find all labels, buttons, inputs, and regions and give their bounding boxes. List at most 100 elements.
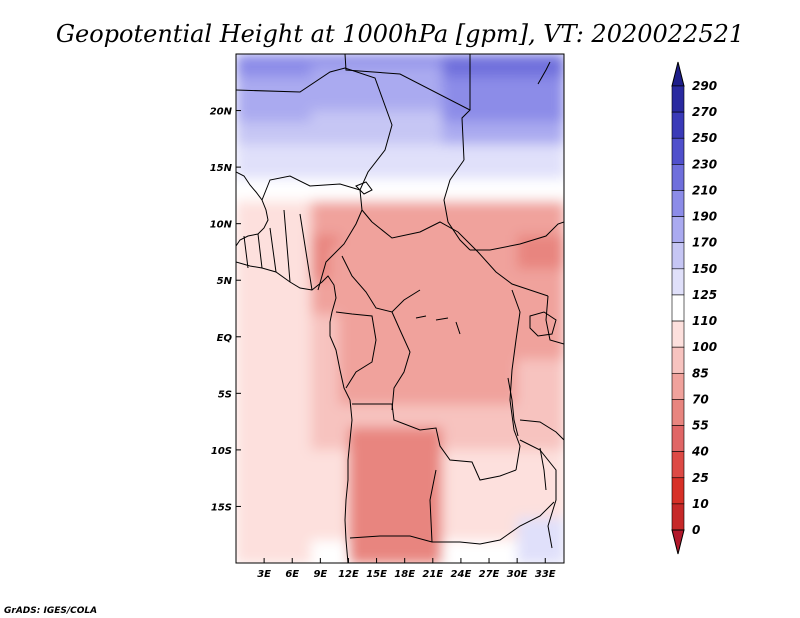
field-cell xyxy=(254,314,266,327)
field-cell xyxy=(460,438,472,451)
field-cell xyxy=(460,314,472,327)
field-cell xyxy=(432,54,444,67)
field-cell xyxy=(282,404,294,417)
field-cell xyxy=(460,87,472,101)
field-cell xyxy=(489,246,500,259)
field-cell xyxy=(357,268,369,282)
field-cell xyxy=(535,461,547,474)
field-cell xyxy=(301,246,312,259)
field-cell xyxy=(414,415,425,429)
field-cell xyxy=(348,65,359,78)
field-cell xyxy=(329,257,341,270)
field-cell xyxy=(470,551,481,563)
field-cell xyxy=(385,404,397,417)
field-cell xyxy=(339,314,350,327)
field-cell xyxy=(432,178,444,191)
field-cell xyxy=(385,359,397,372)
field-cell xyxy=(470,336,481,350)
field-cell xyxy=(273,483,284,497)
field-cell xyxy=(526,404,537,417)
field-cell xyxy=(367,201,378,214)
field-cell xyxy=(376,336,387,350)
field-cell xyxy=(273,314,284,327)
field-cell xyxy=(535,529,547,542)
field-cell xyxy=(460,76,472,89)
field-cell xyxy=(385,133,397,146)
field-cell xyxy=(489,99,500,112)
field-cell xyxy=(367,302,378,316)
field-cell xyxy=(264,404,275,417)
field-cell xyxy=(301,449,312,463)
field-cell xyxy=(320,404,331,417)
field-cell xyxy=(451,178,462,191)
field-cell xyxy=(451,110,462,123)
field-cell xyxy=(385,223,397,236)
field-cell xyxy=(470,201,481,214)
field-cell xyxy=(545,65,556,78)
field-cell xyxy=(282,325,294,338)
colorbar-label: 55 xyxy=(692,419,709,433)
field-cell xyxy=(442,483,453,497)
field-cell xyxy=(301,404,312,417)
field-cell xyxy=(404,178,416,191)
field-cell xyxy=(470,280,481,293)
field-cell xyxy=(489,404,500,417)
field-cell xyxy=(395,404,406,417)
field-cell xyxy=(301,99,312,112)
border-drc-north xyxy=(391,311,411,411)
field-cell xyxy=(460,551,472,563)
field-cell xyxy=(404,359,416,372)
field-cell xyxy=(320,415,331,429)
field-cell xyxy=(432,212,444,225)
field-cell xyxy=(273,99,284,112)
field-cell xyxy=(442,495,453,508)
field-cell xyxy=(414,472,425,485)
field-cell xyxy=(489,54,500,67)
field-cell xyxy=(301,302,312,316)
field-cell xyxy=(301,359,312,372)
field-cell xyxy=(264,133,275,146)
field-cell xyxy=(385,415,397,429)
field-cell xyxy=(451,268,462,282)
field-cell xyxy=(460,99,472,112)
field-cell xyxy=(236,144,247,157)
field-cell xyxy=(245,110,256,123)
field-cell xyxy=(348,472,359,485)
field-cell xyxy=(479,144,491,157)
field-cell xyxy=(526,472,537,485)
field-cell xyxy=(376,393,387,406)
field-cell xyxy=(423,54,434,67)
field-cell xyxy=(535,54,547,67)
colorbar-label: 10 xyxy=(692,497,709,511)
field-cell xyxy=(395,382,406,395)
field-cell xyxy=(404,370,416,384)
field-cell xyxy=(254,551,266,563)
field-cell xyxy=(292,121,303,135)
field-cell xyxy=(517,257,528,270)
field-cell xyxy=(339,370,350,384)
field-cell xyxy=(339,87,350,101)
colorbar-segment xyxy=(671,190,685,217)
field-cell xyxy=(385,144,397,157)
field-cell xyxy=(460,54,472,67)
colorbar-segment xyxy=(671,111,685,139)
field-cell xyxy=(498,268,509,282)
field-cell xyxy=(329,189,341,203)
field-cell xyxy=(404,212,416,225)
field-cell xyxy=(367,76,378,89)
field-cell xyxy=(395,201,406,214)
field-cell xyxy=(442,65,453,78)
field-cell xyxy=(451,87,462,101)
field-cell xyxy=(292,212,303,225)
field-cell xyxy=(395,551,406,563)
field-cell xyxy=(254,483,266,497)
field-cell xyxy=(376,495,387,508)
field-cell xyxy=(329,449,341,463)
field-cell xyxy=(282,393,294,406)
field-cell xyxy=(301,257,312,270)
field-cell xyxy=(451,517,462,531)
field-cell xyxy=(292,65,303,78)
field-cell xyxy=(254,121,266,135)
field-cell xyxy=(245,257,256,270)
